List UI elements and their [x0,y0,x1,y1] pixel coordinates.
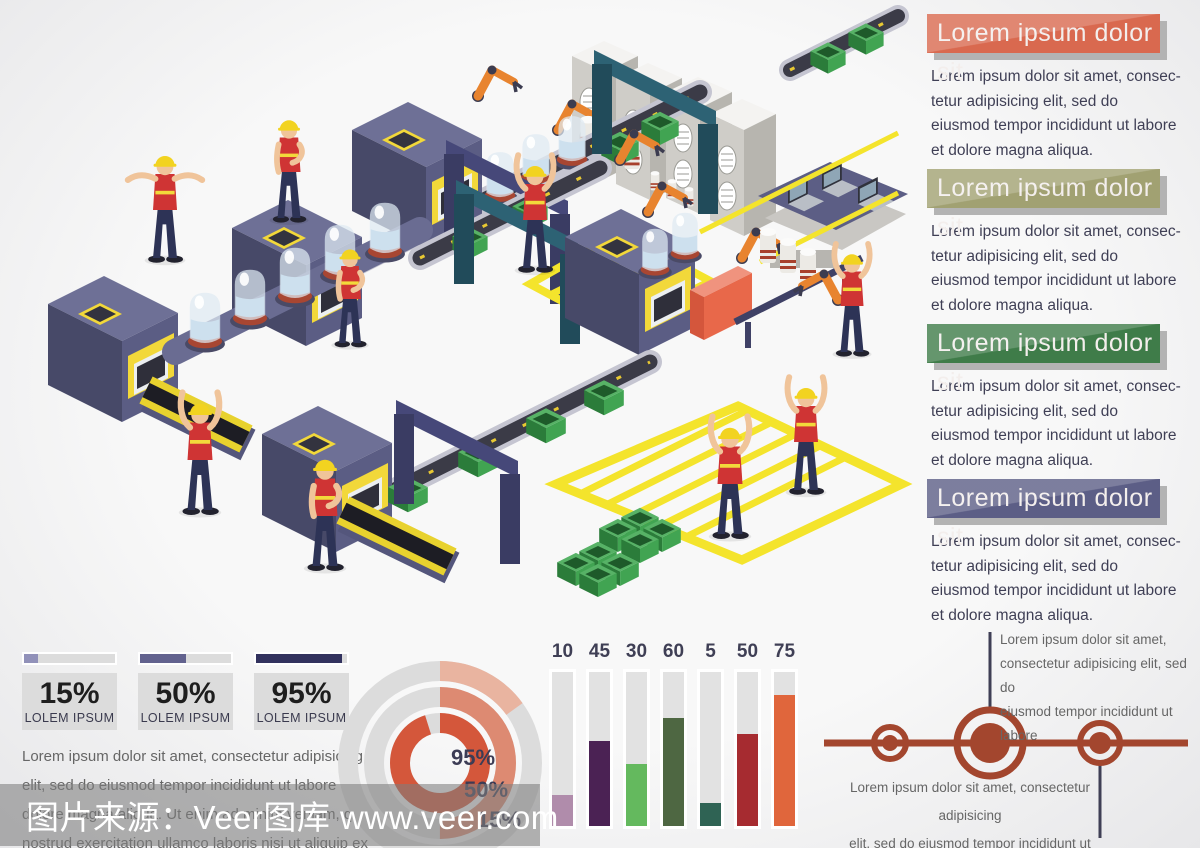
info-block-title: Lorem ipsum dolor sit [927,479,1160,551]
robot-arm-icon [472,66,522,103]
bar-column: 5 [697,641,724,829]
watermark-text: 图片来源：Veer图库 www.veer.com [26,799,559,836]
factory-scene-illustration [48,5,913,598]
info-block-paragraph: Lorem ipsum dolor sit amet, consec- tetu… [931,220,1187,318]
bar-track [623,669,650,829]
bar-track [734,669,761,829]
paragraph-line: eiusmod tempor incididunt ut labore [931,272,1177,289]
bar-column: 45 [586,641,613,829]
paragraph-line: et dolore magna aliqua. [931,606,1094,624]
paragraph-line: et dolore magna aliqua. [931,141,1094,159]
bar-track [586,669,613,829]
bar-value-label: 45 [588,641,611,662]
paragraph-line: eiusmod tempor incididunt ut labore [931,582,1177,599]
paragraph-line: tetur adipisicing elit, sed do [931,557,1118,575]
timeline-node-dot [882,735,898,751]
stat-card: 50% LOLEM IPSUM [138,652,233,730]
bar-fill [774,695,795,826]
timeline-bottom-text: Lorem ipsum dolor sit amet, consectetur … [838,774,1102,848]
info-block: Lorem ipsum dolor sit Lorem ipsum dolor … [927,479,1187,628]
watermark-banner: 图片来源：Veer图库 www.veer.com [0,784,558,846]
paragraph-line: Lorem ipsum dolor sit amet, [1000,632,1167,647]
stat-cards: 15% LOLEM IPSUM 50% LOLEM IPSUM 95% LOLE… [22,652,349,730]
info-block-paragraph: Lorem ipsum dolor sit amet, consec- tetu… [931,530,1187,628]
info-block-title: Lorem ipsum dolor sit [927,14,1160,86]
bar-fill [552,795,573,826]
bar-column: 50 [734,641,761,829]
bar-track [660,669,687,829]
timeline-node-ring [871,724,909,762]
paragraph-line: et dolore magna aliqua. [931,451,1094,469]
info-panel: Lorem ipsum dolor sit Lorem ipsum dolor … [927,14,1187,634]
stat-caption: LOLEM IPSUM [256,711,347,725]
stat-caption: LOLEM IPSUM [140,711,231,725]
info-block-title: Lorem ipsum dolor sit [927,169,1160,241]
bar-value-label: 75 [773,641,796,662]
factory-worker [128,156,202,265]
info-block: Lorem ipsum dolor sit Lorem ipsum dolor … [927,169,1187,318]
paragraph-line: Lorem ipsum dolor sit amet, consec- [931,378,1181,395]
timeline-node-dot [970,723,1010,763]
paragraph-line: Lorem ipsum dolor sit amet, consec- [931,223,1181,240]
bar-fill [589,741,610,826]
donut-label: 95% [451,745,496,770]
bar-value-label: 5 [705,641,716,662]
timeline-node-dot [1089,732,1111,754]
bar-chart: 10 45 30 60 5 50 75 [549,641,798,829]
stat-card: 15% LOLEM IPSUM [22,652,117,730]
bar-fill [700,802,721,826]
progress-bar [138,652,233,665]
paragraph-line: Lorem ipsum dolor sit amet, consec- [931,533,1181,550]
conveyor-belt [779,5,909,81]
info-block-title: Lorem ipsum dolor sit [927,324,1160,396]
paragraph-line: eiusmod tempor incididunt ut labore [931,427,1177,444]
bar-fill [663,718,684,826]
paragraph-line: tetur adipisicing elit, sed do [931,92,1118,110]
progress-bar [22,652,117,665]
progress-bar [254,652,349,665]
orange-machine [690,266,752,340]
paragraph-line: eiusmod tempor incididunt ut labore [1000,704,1173,743]
timeline-top-text: Lorem ipsum dolor sit amet, consectetur … [1000,628,1195,748]
bar-fill [626,764,647,826]
bar-track [549,669,576,829]
bar-track [697,669,724,829]
paragraph-line: consectetur adipisicing elit, sed do [1000,656,1187,695]
bar-value-label: 10 [551,641,574,662]
paragraph-line: et dolore magna aliqua. [931,296,1094,314]
stat-value: 95% [271,677,332,710]
stat-value: 15% [39,677,100,710]
airplane-timeline-diagram [824,632,1188,838]
bar-column: 60 [660,641,687,829]
bar-value-label: 60 [662,641,685,662]
bar-value-label: 30 [625,641,648,662]
bar-column: 75 [771,641,798,829]
bar-track [771,669,798,829]
paragraph-line: Lorem ipsum dolor sit amet, consectetur … [849,780,1091,823]
bar-column: 30 [623,641,650,829]
paragraph-line: elit, sed do eiusmod tempor incididunt u… [849,836,1091,848]
trough-conveyor [336,496,460,584]
timeline-node-ring [953,706,1027,780]
paragraph-line: eiusmod tempor incididunt ut labore [931,117,1177,134]
stat-caption: LOLEM IPSUM [24,711,115,725]
info-block-paragraph: Lorem ipsum dolor sit amet, consec- tetu… [931,65,1187,163]
paragraph-line: tetur adipisicing elit, sed do [931,247,1118,265]
bar-column: 10 [549,641,576,829]
timeline-node-ring [1077,720,1123,766]
stat-card: 95% LOLEM IPSUM [254,652,349,730]
bar-value-label: 50 [736,641,759,662]
info-block-paragraph: Lorem ipsum dolor sit amet, consec- tetu… [931,375,1187,473]
stat-value: 50% [155,677,216,710]
info-block: Lorem ipsum dolor sit Lorem ipsum dolor … [927,324,1187,473]
info-block: Lorem ipsum dolor sit Lorem ipsum dolor … [927,14,1187,163]
paragraph-line: Lorem ipsum dolor sit amet, consec- [931,68,1181,85]
donut-chart [338,661,542,848]
bar-fill [737,733,758,826]
paragraph-line: tetur adipisicing elit, sed do [931,402,1118,420]
